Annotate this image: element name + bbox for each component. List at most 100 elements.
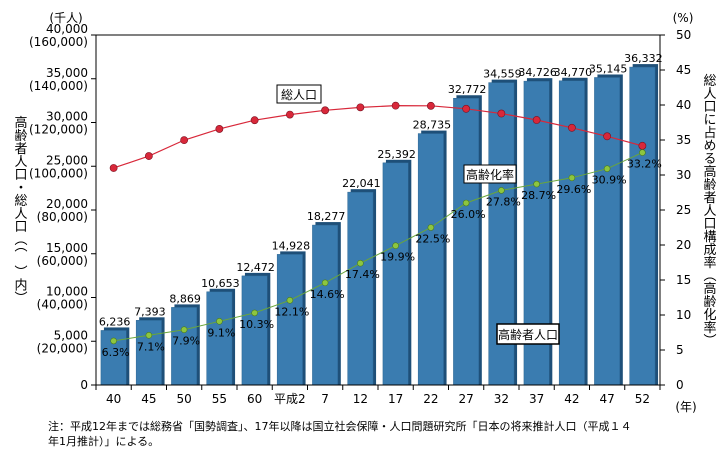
bar xyxy=(206,291,233,386)
x-tick-label: 42 xyxy=(564,392,579,406)
right-tick-label: 0 xyxy=(676,378,684,392)
left-paren-tick-label: (20,000) xyxy=(37,341,88,355)
right-tick-label: 50 xyxy=(676,28,691,42)
bar-value-label: 35,145 xyxy=(589,62,628,75)
left-tick-label: 15,000 xyxy=(46,241,88,255)
total-population-point xyxy=(321,106,330,115)
left-tick-label: 20,000 xyxy=(46,197,88,211)
left-tick-label: 30,000 xyxy=(46,110,88,124)
x-tick-label: 40 xyxy=(106,392,121,406)
bar-value-label: 18,277 xyxy=(307,210,346,223)
right-tick-label: 15 xyxy=(676,273,691,287)
x-tick-label: 60 xyxy=(247,392,262,406)
aging-rate-point xyxy=(639,149,646,156)
aging-rate-label: 22.5% xyxy=(415,233,450,246)
bar-value-label: 34,559 xyxy=(483,68,522,81)
left-paren-tick-label: (80,000) xyxy=(37,210,88,224)
aging-rate-label: 7.1% xyxy=(137,340,165,353)
left-paren-tick-label: (160,000) xyxy=(29,35,88,49)
right-tick-label: 5 xyxy=(676,343,684,357)
right-tick-labels: 0 5 10 15 20 25 30 35 40 45 50 xyxy=(676,28,691,392)
aging-rate-line xyxy=(113,152,643,342)
annotation-elderly-population-box xyxy=(496,323,560,345)
aging-rate-label: 27.8% xyxy=(486,195,521,208)
axes-group xyxy=(91,34,665,390)
aging-rate-label: 10.3% xyxy=(239,318,274,331)
bar-value-label: 10,653 xyxy=(201,277,240,290)
left-tick-label: 25,000 xyxy=(46,153,88,167)
left-tick-label: 40,000 xyxy=(46,22,88,36)
lines-group xyxy=(109,101,647,345)
x-tick-label: 37 xyxy=(529,392,544,406)
x-tick-label: 55 xyxy=(212,392,227,406)
bar-value-label: 7,393 xyxy=(134,305,166,318)
aging-rate-point xyxy=(321,279,329,287)
aging-rate-label: 9.1% xyxy=(207,326,235,339)
total-population-point xyxy=(109,164,118,172)
aging-rate-point xyxy=(286,296,294,304)
aging-rate-point xyxy=(498,187,505,194)
bar xyxy=(417,133,444,386)
total-population-point xyxy=(497,109,506,118)
left-paren-tick-label: (40,000) xyxy=(37,298,88,312)
aging-rate-label: 14.6% xyxy=(310,288,345,301)
total-population-point xyxy=(532,116,541,124)
x-tick-label: 27 xyxy=(458,392,473,406)
x-tick-label: 32 xyxy=(494,392,509,406)
x-tick-label: 47 xyxy=(599,392,614,406)
aging-rate-label: 33.2% xyxy=(627,158,662,171)
bar xyxy=(453,97,480,386)
total-population-line xyxy=(113,105,643,169)
x-tick-label: 12 xyxy=(353,392,368,406)
x-tick-label: 50 xyxy=(176,392,191,406)
aging-rate-label: 19.9% xyxy=(380,251,415,264)
aging-rate-label: 26.0% xyxy=(451,208,486,221)
right-tick-label: 35 xyxy=(676,133,691,147)
right-tick-label: 45 xyxy=(676,63,691,77)
total-population-point xyxy=(638,141,647,150)
aging-rate-label: 17.4% xyxy=(345,268,380,281)
bar-value-label: 36,332 xyxy=(624,52,663,65)
aging-rate-point xyxy=(568,174,576,182)
aging-rate-point xyxy=(145,331,153,339)
bar xyxy=(629,66,656,386)
total-population-point xyxy=(426,101,435,110)
left-paren-tick-label: (60,000) xyxy=(37,254,88,268)
bar xyxy=(276,254,303,386)
aging-rate-point xyxy=(110,337,117,345)
annotation-aging-rate: 高齢化率 xyxy=(463,164,517,184)
aging-rate-point xyxy=(603,165,611,172)
bar-value-label: 34,770 xyxy=(554,66,593,79)
left-tick-label: 0 xyxy=(80,378,88,392)
right-tick-label: 20 xyxy=(676,238,691,252)
aging-rate-label: 6.3% xyxy=(102,346,130,359)
right-axis-unit: (%) xyxy=(673,11,694,25)
bar-value-label: 12,472 xyxy=(236,261,275,274)
bar-value-label: 32,772 xyxy=(448,83,487,96)
aging-rate-label: 30.9% xyxy=(592,174,627,187)
bar-value-label: 14,928 xyxy=(272,239,311,252)
aging-rate-label: 29.6% xyxy=(556,183,591,196)
bar-value-label: 8,869 xyxy=(169,292,201,305)
aging-rate-point xyxy=(251,309,258,317)
bar xyxy=(382,162,409,386)
total-population-point xyxy=(144,152,153,160)
total-population-point xyxy=(462,104,471,113)
annotation-total-population-box xyxy=(276,84,322,104)
annotation-total-population: 総人口 xyxy=(276,84,322,104)
annotation-aging-rate-text: 高齢化率 xyxy=(466,167,514,182)
total-population-point xyxy=(567,123,576,132)
left-tick-label: 10,000 xyxy=(46,285,88,299)
bar xyxy=(347,191,374,386)
x-tick-label: 52 xyxy=(635,392,650,406)
aging-rate-point xyxy=(180,326,188,334)
aging-rate-label: 28.7% xyxy=(521,189,556,202)
x-tick-label: 22 xyxy=(423,392,438,406)
left-tick-label: 35,000 xyxy=(46,66,88,80)
left-tick-labels: 0 5,000(20,000) 10,000(40,000) 15,000(60,00… xyxy=(29,22,88,392)
x-tick-labels: 40 45 50 55 60 平成2 7 12 17 22 27 32 37 42 47 52 xyxy=(106,392,650,406)
total-population-point xyxy=(285,110,294,119)
right-tick-label: 30 xyxy=(676,168,691,182)
bar-value-label: 22,041 xyxy=(342,177,381,190)
